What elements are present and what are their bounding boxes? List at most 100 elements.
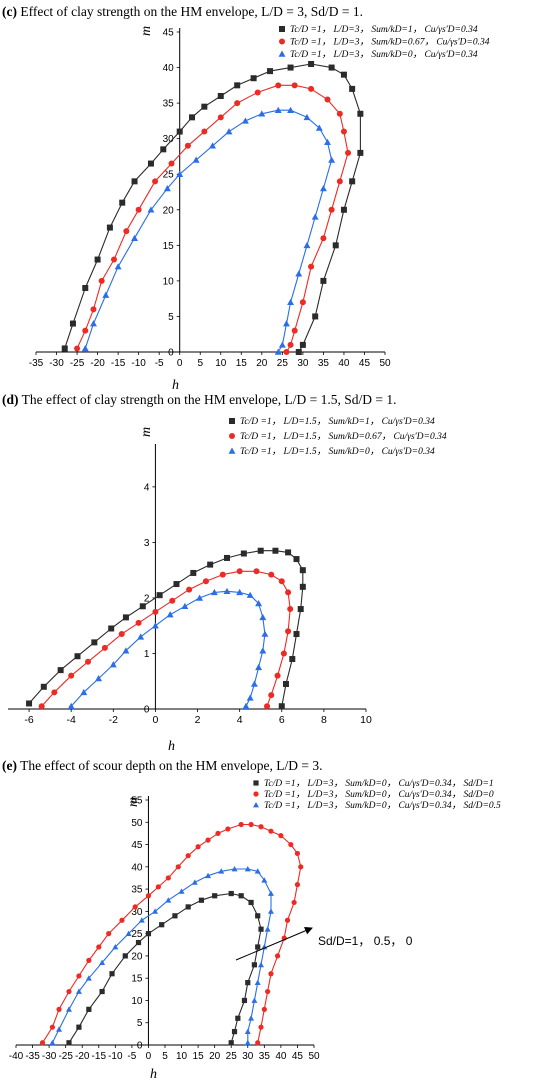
data-point bbox=[109, 971, 115, 977]
data-point bbox=[320, 235, 327, 242]
panel-label: (c) bbox=[2, 4, 17, 19]
data-point bbox=[255, 913, 261, 919]
y-tick-label: 45 bbox=[131, 840, 143, 851]
panel-label: (d) bbox=[2, 392, 19, 407]
data-point bbox=[328, 156, 336, 163]
data-point bbox=[201, 128, 208, 135]
data-point bbox=[340, 71, 347, 78]
series-line bbox=[64, 63, 361, 353]
y-tick-label: 20 bbox=[163, 205, 175, 216]
data-point bbox=[191, 879, 198, 885]
data-point bbox=[297, 606, 304, 613]
series-black bbox=[26, 547, 306, 710]
legend: Tc/D =1， L/D=3， Sum/kD=0， Cu/γs'D=0.34， … bbox=[253, 779, 501, 811]
x-tick-label: 50 bbox=[308, 1051, 320, 1062]
data-point bbox=[82, 285, 89, 291]
data-point bbox=[268, 571, 275, 578]
data-point bbox=[278, 833, 284, 839]
annotation-arrow bbox=[235, 927, 313, 961]
y-tick-label: 4 bbox=[144, 482, 150, 493]
data-point bbox=[308, 263, 315, 270]
data-point bbox=[169, 597, 176, 604]
data-point bbox=[258, 961, 265, 968]
legend-entry: Tc/D =1， L/D=3， Sum/kD=0， Cu/γs'D=0.34 bbox=[278, 50, 478, 60]
data-point bbox=[155, 884, 161, 890]
data-point bbox=[209, 142, 217, 149]
data-point bbox=[251, 997, 258, 1003]
data-point bbox=[285, 549, 292, 556]
data-point bbox=[255, 600, 263, 607]
y-tick-label: 45 bbox=[163, 28, 175, 39]
data-point bbox=[336, 178, 343, 185]
y-tick-label: 20 bbox=[131, 951, 143, 962]
data-point bbox=[225, 128, 233, 135]
data-point bbox=[165, 897, 172, 903]
data-point bbox=[68, 672, 75, 679]
data-point bbox=[76, 973, 82, 979]
y-tick-label: 5 bbox=[137, 1018, 143, 1029]
data-point bbox=[293, 556, 300, 563]
data-point bbox=[166, 611, 174, 618]
data-point bbox=[244, 1039, 251, 1046]
x-tick-label: -6 bbox=[24, 714, 33, 726]
data-point bbox=[91, 639, 98, 646]
legend-marker bbox=[253, 780, 259, 786]
data-point bbox=[123, 228, 130, 235]
data-point bbox=[49, 1024, 56, 1030]
data-point bbox=[61, 345, 68, 352]
data-point bbox=[219, 571, 226, 578]
data-point bbox=[248, 1015, 255, 1021]
data-point bbox=[122, 614, 129, 621]
x-tick-label: 40 bbox=[275, 1051, 287, 1062]
data-point bbox=[67, 702, 75, 709]
data-point bbox=[308, 85, 315, 92]
y-tick-label: 2 bbox=[144, 593, 150, 604]
data-point bbox=[258, 1024, 264, 1030]
data-point bbox=[255, 944, 261, 950]
legend-label: Tc/D =1， L/D=1.5， Sum/kD=1， Cu/γs'D=0.34 bbox=[240, 417, 435, 427]
legend-marker bbox=[253, 791, 259, 797]
x-tick-label: 6 bbox=[279, 714, 285, 726]
series-group bbox=[39, 821, 304, 1046]
data-point bbox=[261, 630, 269, 637]
data-point bbox=[40, 683, 47, 690]
panel-d: (d) The effect of clay strength on the H… bbox=[2, 392, 447, 754]
data-point bbox=[238, 821, 244, 828]
x-tick-label: -10 bbox=[108, 1051, 123, 1062]
data-point bbox=[336, 110, 343, 117]
data-point bbox=[274, 348, 282, 355]
x-tick-label: 40 bbox=[338, 358, 350, 369]
y-tick-label: 25 bbox=[131, 929, 143, 940]
x-tick-label: -5 bbox=[155, 358, 164, 369]
data-point bbox=[160, 146, 167, 153]
data-point bbox=[201, 103, 208, 110]
data-point bbox=[272, 547, 279, 554]
data-point bbox=[287, 606, 294, 613]
data-point bbox=[173, 581, 180, 588]
title-text: Effect of clay strength on the HM envelo… bbox=[20, 4, 363, 19]
scour-depth-annotation: Sd/D=1， 0.5， 0 bbox=[235, 927, 413, 961]
y-tick-label: 40 bbox=[163, 63, 175, 74]
data-point bbox=[242, 702, 250, 709]
data-point bbox=[268, 828, 274, 834]
data-point bbox=[205, 872, 212, 879]
data-point bbox=[357, 149, 364, 156]
data-point bbox=[109, 661, 117, 668]
data-point bbox=[293, 631, 300, 638]
data-point bbox=[264, 926, 271, 932]
data-point bbox=[315, 124, 323, 131]
x-tick-label: 25 bbox=[277, 358, 289, 369]
data-point bbox=[312, 313, 319, 320]
data-point bbox=[185, 904, 191, 910]
data-point bbox=[119, 917, 125, 923]
y-tick-label: 50 bbox=[131, 818, 143, 829]
data-point bbox=[287, 298, 295, 305]
legend-entry: Tc/D =1， L/D=1.5， Sum/kD=0， Cu/γs'D=0.34 bbox=[228, 447, 435, 457]
data-point bbox=[284, 917, 291, 923]
data-point bbox=[86, 1006, 92, 1012]
y-tick-label: 1 bbox=[144, 649, 150, 660]
tick-labels: -35 -30 -25 -20 -15 -10 -5 0 5 10 15 20 25 30 35 40 45 50… bbox=[29, 28, 391, 370]
data-point bbox=[202, 578, 209, 585]
data-point bbox=[253, 568, 260, 575]
y-tick-label: 30 bbox=[163, 134, 175, 145]
